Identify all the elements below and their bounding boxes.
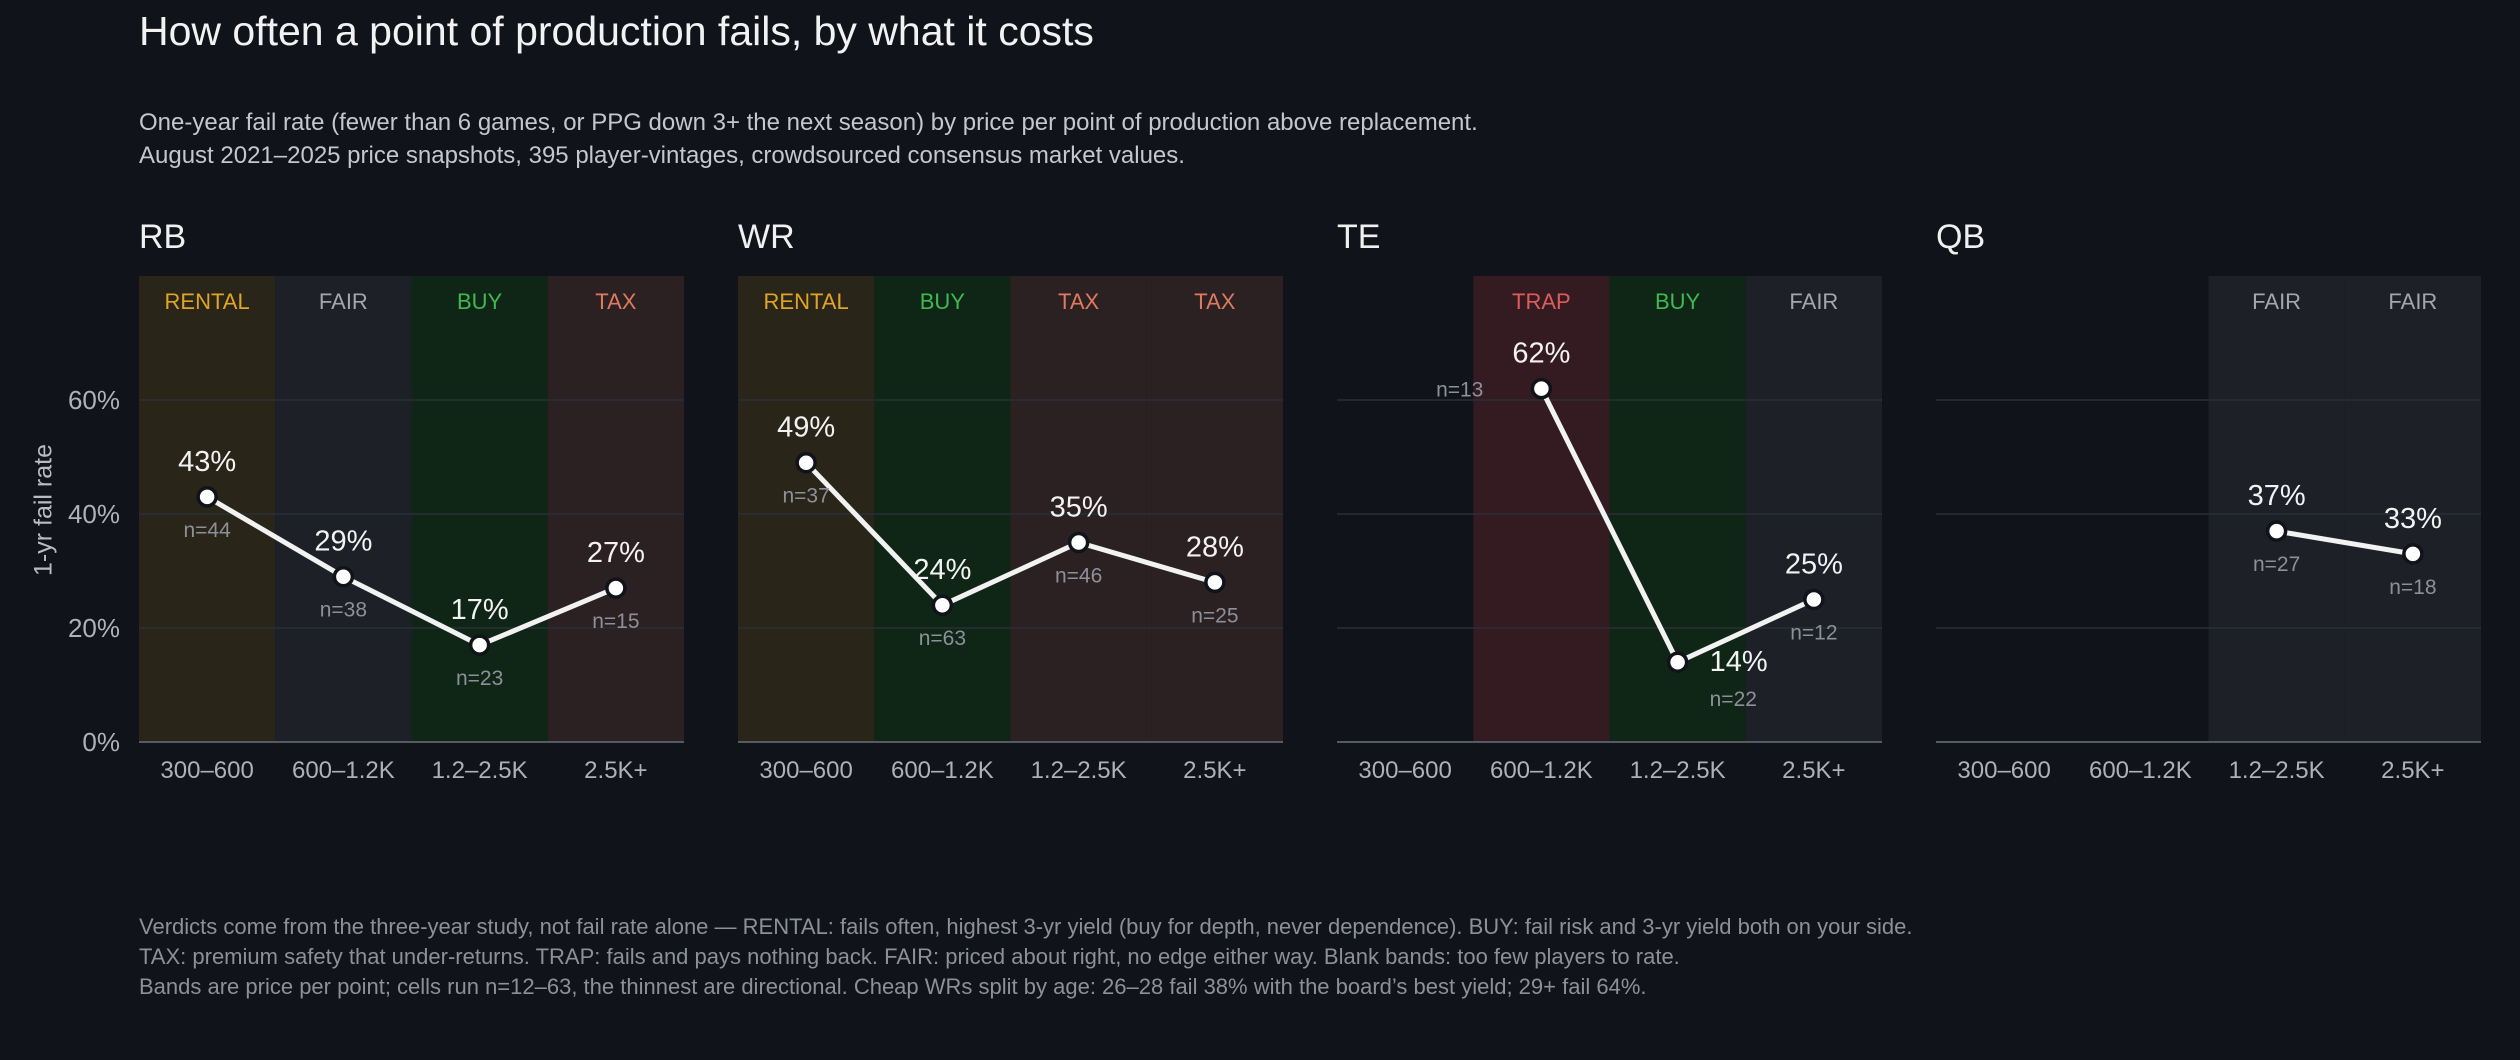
x-tick-label: 2.5K+: [2381, 757, 2444, 784]
x-tick-label: 2.5K+: [1782, 757, 1845, 784]
x-tick-label: 1.2–2.5K: [1031, 757, 1127, 784]
n-label: n=44: [183, 519, 231, 542]
n-label: n=18: [2389, 576, 2436, 599]
n-label: n=25: [1191, 604, 1238, 627]
footnote-line: Verdicts come from the three-year study,…: [139, 914, 1913, 939]
data-label: 28%: [1186, 531, 1244, 563]
data-point: [605, 577, 627, 599]
x-tick-label: 1.2–2.5K: [432, 757, 528, 784]
x-tick-label: 300–600: [759, 757, 852, 784]
footnote-line: TAX: premium safety that under-returns. …: [139, 944, 1680, 969]
data-label: 33%: [2384, 503, 2442, 535]
subtitle-line: One-year fail rate (fewer than 6 games, …: [139, 109, 1478, 136]
data-point: [1067, 531, 1090, 554]
data-point: [795, 451, 817, 474]
y-tick-label: 40%: [68, 499, 120, 529]
y-tick-label: 0%: [82, 727, 120, 757]
n-label: n=12: [1790, 622, 1837, 645]
verdict-band: [547, 276, 684, 742]
chart-subtitle: One-year fail rate (fewer than 6 games, …: [139, 106, 1478, 172]
subtitle-line: August 2021–2025 price snapshots, 395 pl…: [139, 142, 1185, 169]
data-label: 25%: [1785, 549, 1843, 581]
verdict-label: BUY: [457, 289, 503, 314]
verdict-band: [2344, 276, 2481, 742]
verdict-label: TAX: [595, 289, 636, 314]
verdict-label: RENTAL: [764, 289, 849, 314]
verdict-label: TAX: [1058, 289, 1099, 314]
data-label: 24%: [913, 554, 971, 586]
verdict-label: FAIR: [2252, 289, 2301, 314]
footnote-line: Bands are price per point; cells run n=1…: [139, 974, 1647, 999]
x-tick-label: 300–600: [160, 757, 253, 784]
verdict-label: BUY: [1655, 289, 1701, 314]
verdict-label: FAIR: [319, 289, 368, 314]
data-point: [196, 486, 218, 508]
data-label: 27%: [587, 537, 645, 569]
footnotes: Verdicts come from the three-year study,…: [139, 912, 1913, 1002]
data-point: [468, 634, 491, 656]
data-point: [2402, 543, 2424, 565]
data-point: [1666, 651, 1689, 673]
data-label: 17%: [451, 594, 509, 626]
series-line: [205, 494, 617, 648]
data-point: [1204, 571, 1226, 594]
chart-title: How often a point of production fails, b…: [139, 8, 1094, 54]
series-line: [2276, 528, 2414, 557]
verdict-band: [1745, 276, 1882, 742]
y-tick-label: 60%: [68, 385, 120, 415]
verdict-label: FAIR: [2388, 289, 2437, 314]
series-line: [804, 460, 1216, 608]
data-point: [2265, 520, 2288, 542]
data-point: [332, 565, 355, 588]
verdict-label: RENTAL: [165, 289, 250, 314]
panel-title: RB: [139, 218, 186, 256]
verdict-band: [874, 276, 1011, 742]
n-label: n=37: [782, 485, 829, 508]
x-tick-label: 2.5K+: [584, 757, 647, 784]
verdict-band: [1010, 276, 1147, 742]
x-tick-label: 1.2–2.5K: [2229, 757, 2325, 784]
n-label: n=13: [1436, 379, 1483, 402]
n-label: n=15: [592, 610, 639, 633]
x-tick-label: 2.5K+: [1183, 757, 1246, 784]
n-label: n=27: [2253, 553, 2300, 576]
data-point: [1803, 588, 1825, 611]
data-label: 29%: [314, 526, 372, 558]
panel-title: WR: [738, 218, 795, 256]
panel-title: TE: [1337, 218, 1380, 256]
data-label: 49%: [777, 412, 835, 444]
y-tick-label: 20%: [68, 613, 120, 643]
x-tick-label: 300–600: [1358, 757, 1451, 784]
verdict-band: [2208, 276, 2345, 742]
n-label: n=22: [1710, 688, 1757, 711]
n-label: n=23: [456, 667, 503, 690]
x-tick-label: 600–1.2K: [1490, 757, 1593, 784]
verdict-band: [275, 276, 412, 742]
verdict-label: TRAP: [1512, 289, 1571, 314]
x-tick-label: 600–1.2K: [2089, 757, 2192, 784]
panel-title: QB: [1936, 218, 1985, 256]
verdict-label: BUY: [920, 289, 966, 314]
verdict-band: [1473, 276, 1610, 742]
data-point: [1530, 377, 1553, 400]
verdict-band: [411, 276, 548, 742]
n-label: n=38: [320, 599, 367, 622]
verdict-label: FAIR: [1789, 289, 1838, 314]
x-tick-label: 1.2–2.5K: [1630, 757, 1726, 784]
data-point: [931, 594, 954, 616]
data-label: 14%: [1710, 646, 1768, 678]
x-tick-label: 600–1.2K: [891, 757, 994, 784]
x-tick-label: 600–1.2K: [292, 757, 395, 784]
n-label: n=63: [919, 627, 966, 650]
data-label: 37%: [2248, 480, 2306, 512]
verdict-label: TAX: [1194, 289, 1235, 314]
n-label: n=46: [1055, 565, 1102, 588]
verdict-band: [139, 276, 276, 742]
data-label: 43%: [178, 446, 236, 478]
x-tick-label: 300–600: [1957, 757, 2050, 784]
data-label: 62%: [1512, 338, 1570, 370]
data-label: 35%: [1050, 492, 1108, 524]
verdict-band: [1146, 276, 1283, 742]
